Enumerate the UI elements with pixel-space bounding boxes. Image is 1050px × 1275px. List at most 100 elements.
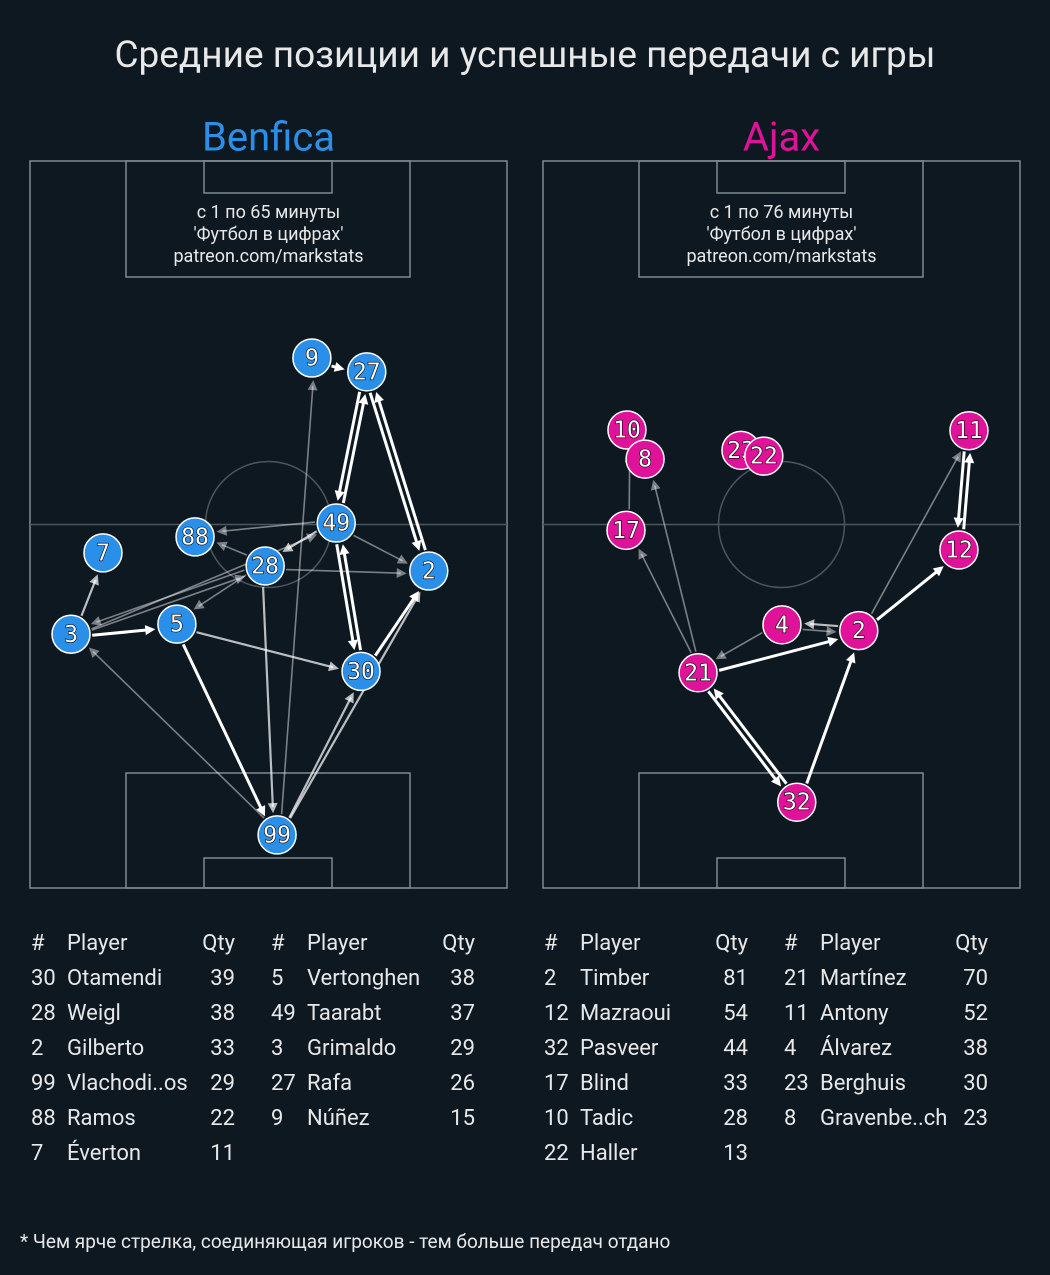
table-cell: 8 — [784, 1106, 796, 1131]
pass-arrow — [953, 451, 966, 528]
chart-title: Средние позиции и успешные передачи с иг… — [114, 34, 935, 77]
subtitle: 'Футбол в цифрах' — [706, 224, 856, 245]
table-cell: Grimaldo — [307, 1036, 396, 1061]
arrow-head — [770, 775, 782, 787]
player-node — [409, 551, 449, 591]
table-cell: Gravenbe..ch — [820, 1106, 947, 1131]
arrow-head — [344, 692, 354, 704]
pass-arrow — [80, 574, 99, 617]
player-number: 7 — [96, 540, 110, 566]
arrow-head — [827, 636, 839, 647]
table-cell: 37 — [450, 1001, 475, 1026]
arrow-shaft — [286, 568, 401, 574]
table-cell: 52 — [963, 1001, 988, 1026]
arrow-shaft — [802, 628, 831, 633]
arrow-shaft — [261, 587, 274, 808]
table-cell: Rafa — [307, 1071, 352, 1096]
pass-arrow — [713, 688, 788, 785]
player-node — [341, 651, 381, 692]
arrow-head — [89, 574, 99, 586]
arrow-shaft — [222, 521, 316, 532]
player-number: 5 — [170, 612, 184, 638]
player-node — [83, 533, 123, 573]
player-node — [175, 517, 215, 557]
table-cell: 7 — [31, 1141, 43, 1166]
arrow-head — [282, 542, 294, 553]
table-cell: Núñez — [307, 1106, 370, 1131]
table-cell: 81 — [723, 966, 748, 991]
pass-arrow — [374, 391, 427, 551]
pass-arrow — [805, 652, 856, 784]
arrow-shaft — [718, 639, 833, 672]
table-cell: 29 — [210, 1071, 235, 1096]
arrow-head — [267, 802, 278, 814]
player-node — [245, 546, 285, 586]
pass-arrow — [718, 636, 839, 672]
table-cell: Éverton — [67, 1140, 141, 1166]
arrow-head — [328, 661, 339, 672]
player-node — [839, 610, 879, 651]
table-cell: 29 — [450, 1036, 475, 1061]
arrow-head — [826, 626, 837, 637]
table-cell: 2 — [544, 966, 556, 991]
arrow-head — [411, 539, 422, 551]
table-cell: Martínez — [820, 966, 907, 991]
player-number: 21 — [684, 660, 712, 686]
pass-arrow — [804, 619, 839, 630]
arrow-shaft — [962, 458, 972, 530]
player-number: 28 — [251, 553, 279, 579]
table-header: Qty — [202, 931, 235, 956]
table-cell: Otamendi — [67, 966, 162, 991]
subtitle: patreon.com/markstats — [686, 246, 876, 267]
table-header: # — [271, 931, 285, 956]
table-cell: 54 — [723, 1001, 748, 1026]
table-cell: Mazraoui — [580, 1001, 671, 1026]
arrow-head — [804, 619, 815, 630]
player-number: 22 — [750, 444, 778, 470]
player-number: 27 — [353, 359, 381, 385]
table-cell: 10 — [544, 1106, 569, 1131]
table-header: # — [544, 931, 558, 956]
table-header: Player — [307, 931, 368, 956]
arrow-shaft — [288, 697, 352, 819]
arrow-head — [715, 649, 727, 660]
subtitle: с 1 по 76 минуты — [710, 202, 854, 223]
arrow-shaft — [720, 631, 763, 658]
arrow-shaft — [96, 569, 245, 623]
pass-arrow — [650, 479, 697, 652]
arrow-shaft — [80, 579, 97, 617]
table-header: Qty — [955, 931, 988, 956]
table-cell: 23 — [784, 1071, 809, 1096]
arrow-head — [216, 541, 228, 551]
arrow-shaft — [342, 549, 363, 651]
table-header: Qty — [442, 931, 475, 956]
six-yard-box — [716, 857, 846, 889]
player-node — [157, 604, 197, 644]
table-cell: 21 — [784, 966, 809, 991]
player-number: 11 — [955, 418, 983, 444]
table-cell: 39 — [210, 966, 235, 991]
footnote: * Чем ярче стрелка, соединяющая игроков … — [20, 1230, 670, 1253]
arrow-head — [953, 517, 964, 528]
pass-arrow — [331, 362, 345, 372]
arrow-shaft — [653, 485, 697, 652]
pass-arrow — [282, 530, 318, 553]
table-header: Player — [67, 931, 128, 956]
arrow-shaft — [956, 451, 966, 522]
arrow-head — [374, 391, 384, 403]
table-cell: 30 — [963, 1071, 988, 1096]
table-cell: Ramos — [67, 1106, 136, 1131]
player-number: 17 — [612, 518, 640, 544]
six-yard-box — [203, 857, 333, 889]
arrow-head — [638, 548, 648, 560]
table-cell: 23 — [963, 1106, 988, 1131]
table-cell: Blind — [580, 1071, 629, 1096]
arrow-head — [951, 451, 961, 463]
arrow-shaft — [810, 622, 839, 628]
table-cell: 88 — [31, 1106, 56, 1131]
player-number: 32 — [783, 790, 811, 816]
table-cell: 13 — [723, 1141, 748, 1166]
player-node — [949, 410, 989, 451]
arrow-shaft — [289, 596, 419, 819]
